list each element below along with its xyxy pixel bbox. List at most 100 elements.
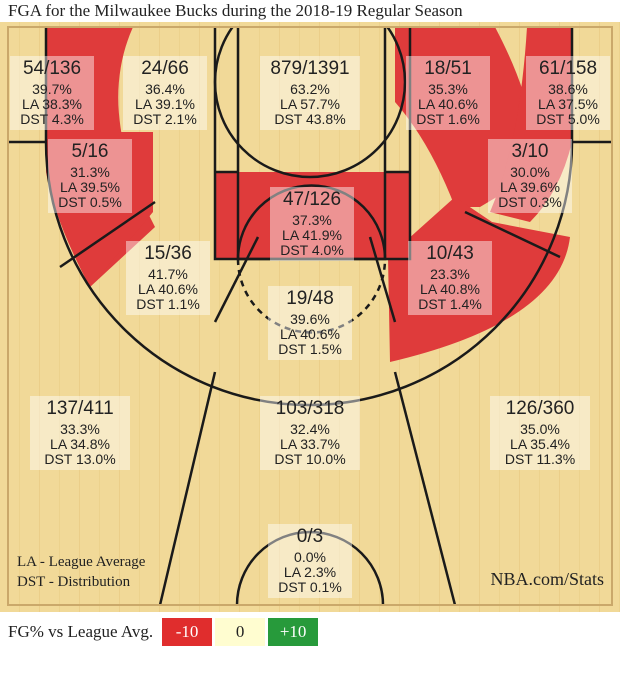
zone-fg-pct: 38.6% <box>548 81 588 97</box>
zone-fg-pct: 31.3% <box>70 164 110 180</box>
zone-fill-paint-lower <box>215 172 410 259</box>
zone-distribution: DST 1.1% <box>136 296 200 312</box>
zone-label-right-top-above-break: 18/51 35.3%LA 40.6%DST 1.6% <box>406 56 490 130</box>
zone-league-avg: LA 39.6% <box>500 179 560 195</box>
zone-league-avg: LA 40.6% <box>418 96 478 112</box>
zone-fraction: 10/43 <box>426 243 474 264</box>
zone-label-bg <box>126 241 210 315</box>
zone-fill-left-baseline-mid <box>46 132 153 287</box>
zone-fraction: 126/360 <box>506 398 575 419</box>
zone-fg-pct: 39.6% <box>290 311 330 327</box>
zone-distribution: DST 1.6% <box>416 111 480 127</box>
zone-label-bg <box>268 524 352 598</box>
three-left-divider <box>158 371 217 605</box>
zone-label-bg <box>260 396 360 470</box>
zone-distribution: DST 4.0% <box>280 242 344 258</box>
zone-league-avg: LA 40.8% <box>420 281 480 297</box>
zone-distribution: DST 2.1% <box>133 111 197 127</box>
zone-fg-pct: 32.4% <box>290 421 330 437</box>
zone-label-right-baseline-mid: 3/10 30.0%LA 39.6%DST 0.3% <box>488 139 572 213</box>
zone-fg-pct: 23.3% <box>430 266 470 282</box>
zone-league-avg: LA 37.5% <box>538 96 598 112</box>
zone-label-bg <box>48 139 132 213</box>
free-throw-arc <box>236 184 387 260</box>
zone-fraction: 137/411 <box>46 398 113 419</box>
court-lines <box>8 27 612 605</box>
dst-note: DST - Distribution <box>17 574 131 590</box>
free-throw-arc-lower <box>236 258 387 334</box>
zone-league-avg: LA 35.4% <box>510 436 570 452</box>
zone-fg-pct: 41.7% <box>148 266 188 282</box>
zone-fraction: 15/36 <box>144 243 192 264</box>
legend: FG% vs League Avg. -10 0 +10 <box>8 617 319 647</box>
legend-mid: 0 <box>215 618 266 646</box>
zone-distribution: DST 4.3% <box>20 111 84 127</box>
zone-league-avg: LA 39.1% <box>135 96 195 112</box>
zone-label-left-corner-three: 54/136 39.7%LA 38.3%DST 4.3% <box>10 56 94 130</box>
la-note: LA - League Average <box>17 554 146 570</box>
half-court-arc <box>235 530 385 605</box>
legend-high: +10 <box>268 618 319 646</box>
zone-label-left-baseline-mid: 5/16 31.3%LA 39.5%DST 0.5% <box>48 139 132 213</box>
right-wing-divider <box>464 210 561 259</box>
zone-fraction: 18/51 <box>424 58 472 79</box>
zone-label-right-corner-three: 61/158 38.6%LA 37.5%DST 5.0% <box>526 56 610 130</box>
zone-fraction: 3/10 <box>512 141 549 162</box>
zone-fg-pct: 37.3% <box>292 212 332 228</box>
zone-league-avg: LA 34.8% <box>50 436 110 452</box>
zone-label-bg <box>408 241 492 315</box>
zone-fg-pct: 35.0% <box>520 421 560 437</box>
zone-distribution: DST 1.5% <box>278 341 342 357</box>
zone-league-avg: LA 2.3% <box>284 564 336 580</box>
zone-fill-right-wing-mid <box>388 197 570 362</box>
zone-fraction: 47/126 <box>283 189 341 210</box>
zone-league-avg: LA 41.9% <box>282 227 342 243</box>
zone-fraction: 5/16 <box>72 141 109 162</box>
zone-league-avg: LA 40.6% <box>280 326 340 342</box>
legend-low: -10 <box>162 618 213 646</box>
zone-label-bg <box>123 56 207 130</box>
inner-lane <box>236 27 387 261</box>
mid-right-divider <box>368 236 397 323</box>
zone-fraction: 879/1391 <box>270 58 349 79</box>
source-note: NBA.com/Stats <box>490 569 604 589</box>
zone-distribution: DST 0.5% <box>58 194 122 210</box>
zone-label-left-wing-mid: 15/36 41.7%LA 40.6%DST 1.1% <box>126 241 210 315</box>
zone-label-backcourt: 0/3 0.0%LA 2.3%DST 0.1% <box>268 524 352 598</box>
chart-title: FGA for the Milwaukee Bucks during the 2… <box>8 1 463 20</box>
zone-label-bg <box>30 396 130 470</box>
zone-fraction: 24/66 <box>141 58 189 79</box>
zone-fg-pct: 63.2% <box>290 81 330 97</box>
zone-label-bg <box>260 56 360 130</box>
zone-fg-pct: 35.3% <box>428 81 468 97</box>
zone-fraction: 103/318 <box>276 398 345 419</box>
zone-fg-pct: 33.3% <box>60 421 100 437</box>
zone-fg-pct: 39.7% <box>32 81 72 97</box>
zone-league-avg: LA 33.7% <box>280 436 340 452</box>
zone-league-avg: LA 38.3% <box>22 96 82 112</box>
mid-left-divider <box>213 236 260 323</box>
zone-label-bg <box>270 187 354 261</box>
zone-label-bg <box>268 286 352 360</box>
zone-label-top-key-mid: 19/48 39.6%LA 40.6%DST 1.5% <box>268 286 352 360</box>
zone-label-right-wing-mid: 10/43 23.3%LA 40.8%DST 1.4% <box>408 241 492 315</box>
zone-label-bg <box>10 56 94 130</box>
zone-label-top-three: 103/318 32.4%LA 33.7%DST 10.0% <box>260 396 360 470</box>
zone-label-left-top-above-break: 24/66 36.4%LA 39.1%DST 2.1% <box>123 56 207 130</box>
zone-distribution: DST 5.0% <box>536 111 600 127</box>
zone-label-bg <box>526 56 610 130</box>
legend-title: FG% vs League Avg. <box>8 622 154 641</box>
zone-label-right-wing-three: 126/360 35.0%LA 35.4%DST 11.3% <box>490 396 590 470</box>
zone-fg-pct: 36.4% <box>145 81 185 97</box>
zone-distribution: DST 13.0% <box>44 451 115 467</box>
zone-distribution: DST 11.3% <box>505 451 575 467</box>
zone-distribution: DST 0.1% <box>278 579 342 595</box>
left-wing-divider <box>59 200 156 269</box>
zone-label-restricted-area: 879/1391 63.2%LA 57.7%DST 43.8% <box>260 56 360 130</box>
zone-distribution: DST 0.3% <box>498 194 562 210</box>
zone-distribution: DST 10.0% <box>274 451 345 467</box>
zone-label-bg <box>490 396 590 470</box>
zone-fraction: 19/48 <box>286 288 334 309</box>
zone-fraction: 0/3 <box>297 526 323 547</box>
